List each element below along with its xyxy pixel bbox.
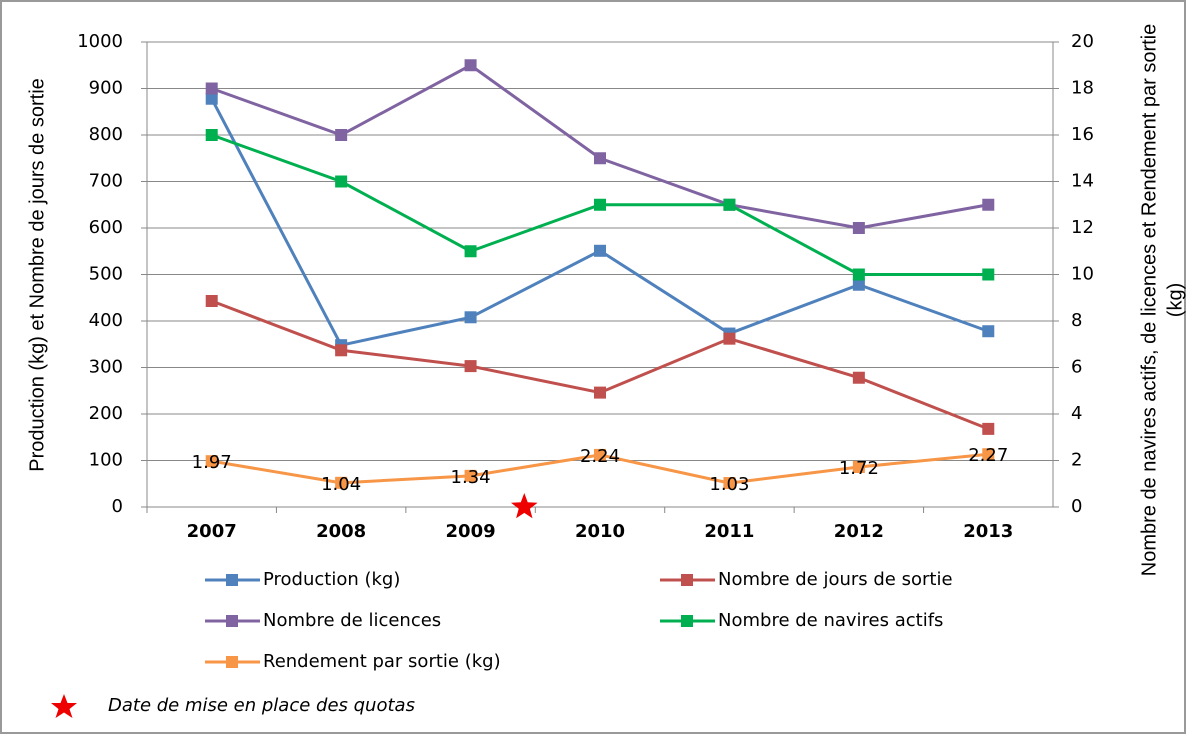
y-tick-label: 400 bbox=[89, 310, 123, 331]
legend-marker bbox=[226, 656, 238, 668]
point bbox=[205, 129, 218, 141]
point bbox=[335, 344, 348, 357]
legend-label: Nombre de jours de sortie bbox=[718, 569, 953, 590]
legend-label: Nombre de navires actifs bbox=[718, 610, 943, 631]
y-tick-label: 800 bbox=[89, 124, 123, 145]
y-tick-label: 200 bbox=[89, 403, 123, 424]
point bbox=[982, 268, 995, 281]
y2-tick-label: 0 bbox=[1071, 496, 1082, 517]
data-label: 2.24 bbox=[580, 446, 620, 467]
point bbox=[594, 386, 606, 399]
x-tick-label: 2008 bbox=[316, 521, 366, 542]
point bbox=[205, 92, 218, 105]
data-label: 2.27 bbox=[968, 445, 1008, 466]
quota-star bbox=[511, 493, 538, 519]
y2-tick-label: 2 bbox=[1071, 450, 1082, 471]
point bbox=[723, 477, 736, 490]
point bbox=[594, 448, 606, 461]
y-tick-label: 600 bbox=[89, 217, 123, 238]
y-axis-title: Production (kg) et Nombre de jours de so… bbox=[26, 78, 48, 472]
data-label: 1.72 bbox=[839, 458, 879, 479]
y2-tick-label: 18 bbox=[1071, 78, 1094, 99]
legend-marker bbox=[681, 615, 693, 627]
point bbox=[594, 152, 606, 165]
data-label: 1.03 bbox=[709, 474, 749, 495]
point bbox=[464, 360, 477, 373]
point bbox=[852, 461, 865, 474]
legend-marker bbox=[226, 574, 238, 586]
legend-label: Rendement par sortie (kg) bbox=[263, 651, 501, 672]
x-tick-label: 2009 bbox=[446, 521, 496, 542]
point bbox=[982, 198, 995, 211]
point bbox=[335, 129, 348, 141]
y2-axis-title: (kg) bbox=[1164, 283, 1186, 317]
point bbox=[852, 222, 865, 234]
point bbox=[205, 82, 218, 95]
legend-marker bbox=[226, 615, 238, 627]
point bbox=[982, 325, 995, 338]
y2-tick-label: 6 bbox=[1071, 357, 1082, 378]
x-tick-label: 2012 bbox=[834, 521, 884, 542]
point bbox=[852, 371, 865, 384]
y-tick-label: 100 bbox=[89, 450, 123, 471]
point bbox=[594, 198, 606, 211]
point bbox=[205, 455, 218, 468]
y2-tick-label: 14 bbox=[1071, 171, 1094, 192]
y2-axis-title: Nombre de navires actifs, de licences et… bbox=[1138, 24, 1160, 577]
y2-tick-label: 12 bbox=[1071, 217, 1094, 238]
x-tick-label: 2007 bbox=[187, 521, 237, 542]
y2-tick-label: 4 bbox=[1071, 403, 1082, 424]
point bbox=[205, 295, 218, 308]
y-tick-label: 500 bbox=[89, 264, 123, 285]
y2-tick-label: 10 bbox=[1071, 264, 1094, 285]
point bbox=[723, 332, 736, 345]
x-tick-label: 2010 bbox=[575, 521, 625, 542]
y-tick-label: 1000 bbox=[77, 31, 123, 52]
point bbox=[594, 244, 606, 257]
y-tick-label: 700 bbox=[89, 171, 123, 192]
point bbox=[723, 198, 736, 211]
legend-marker bbox=[681, 574, 693, 586]
point bbox=[464, 245, 477, 258]
legend-label: Production (kg) bbox=[263, 569, 400, 590]
y-tick-label: 300 bbox=[89, 357, 123, 378]
point bbox=[335, 175, 348, 188]
y2-tick-label: 16 bbox=[1071, 124, 1094, 145]
y2-tick-label: 8 bbox=[1071, 310, 1082, 331]
point bbox=[982, 448, 995, 461]
point bbox=[852, 268, 865, 281]
point bbox=[852, 278, 865, 291]
point bbox=[335, 476, 348, 489]
point bbox=[464, 311, 477, 324]
legend-star bbox=[51, 694, 77, 718]
legend-label: Nombre de licences bbox=[263, 610, 441, 631]
point bbox=[464, 469, 477, 482]
point bbox=[982, 422, 995, 435]
y-tick-label: 0 bbox=[112, 496, 123, 517]
data-label: 1.04 bbox=[321, 474, 361, 495]
y-tick-label: 900 bbox=[89, 78, 123, 99]
x-tick-label: 2011 bbox=[704, 521, 754, 542]
data-label: 1.97 bbox=[192, 452, 232, 473]
annotation: Date de mise en place des quotas bbox=[108, 695, 415, 716]
x-tick-label: 2013 bbox=[963, 521, 1013, 542]
y2-tick-label: 20 bbox=[1071, 31, 1094, 52]
data-label: 1.34 bbox=[451, 467, 491, 488]
point bbox=[464, 59, 477, 72]
